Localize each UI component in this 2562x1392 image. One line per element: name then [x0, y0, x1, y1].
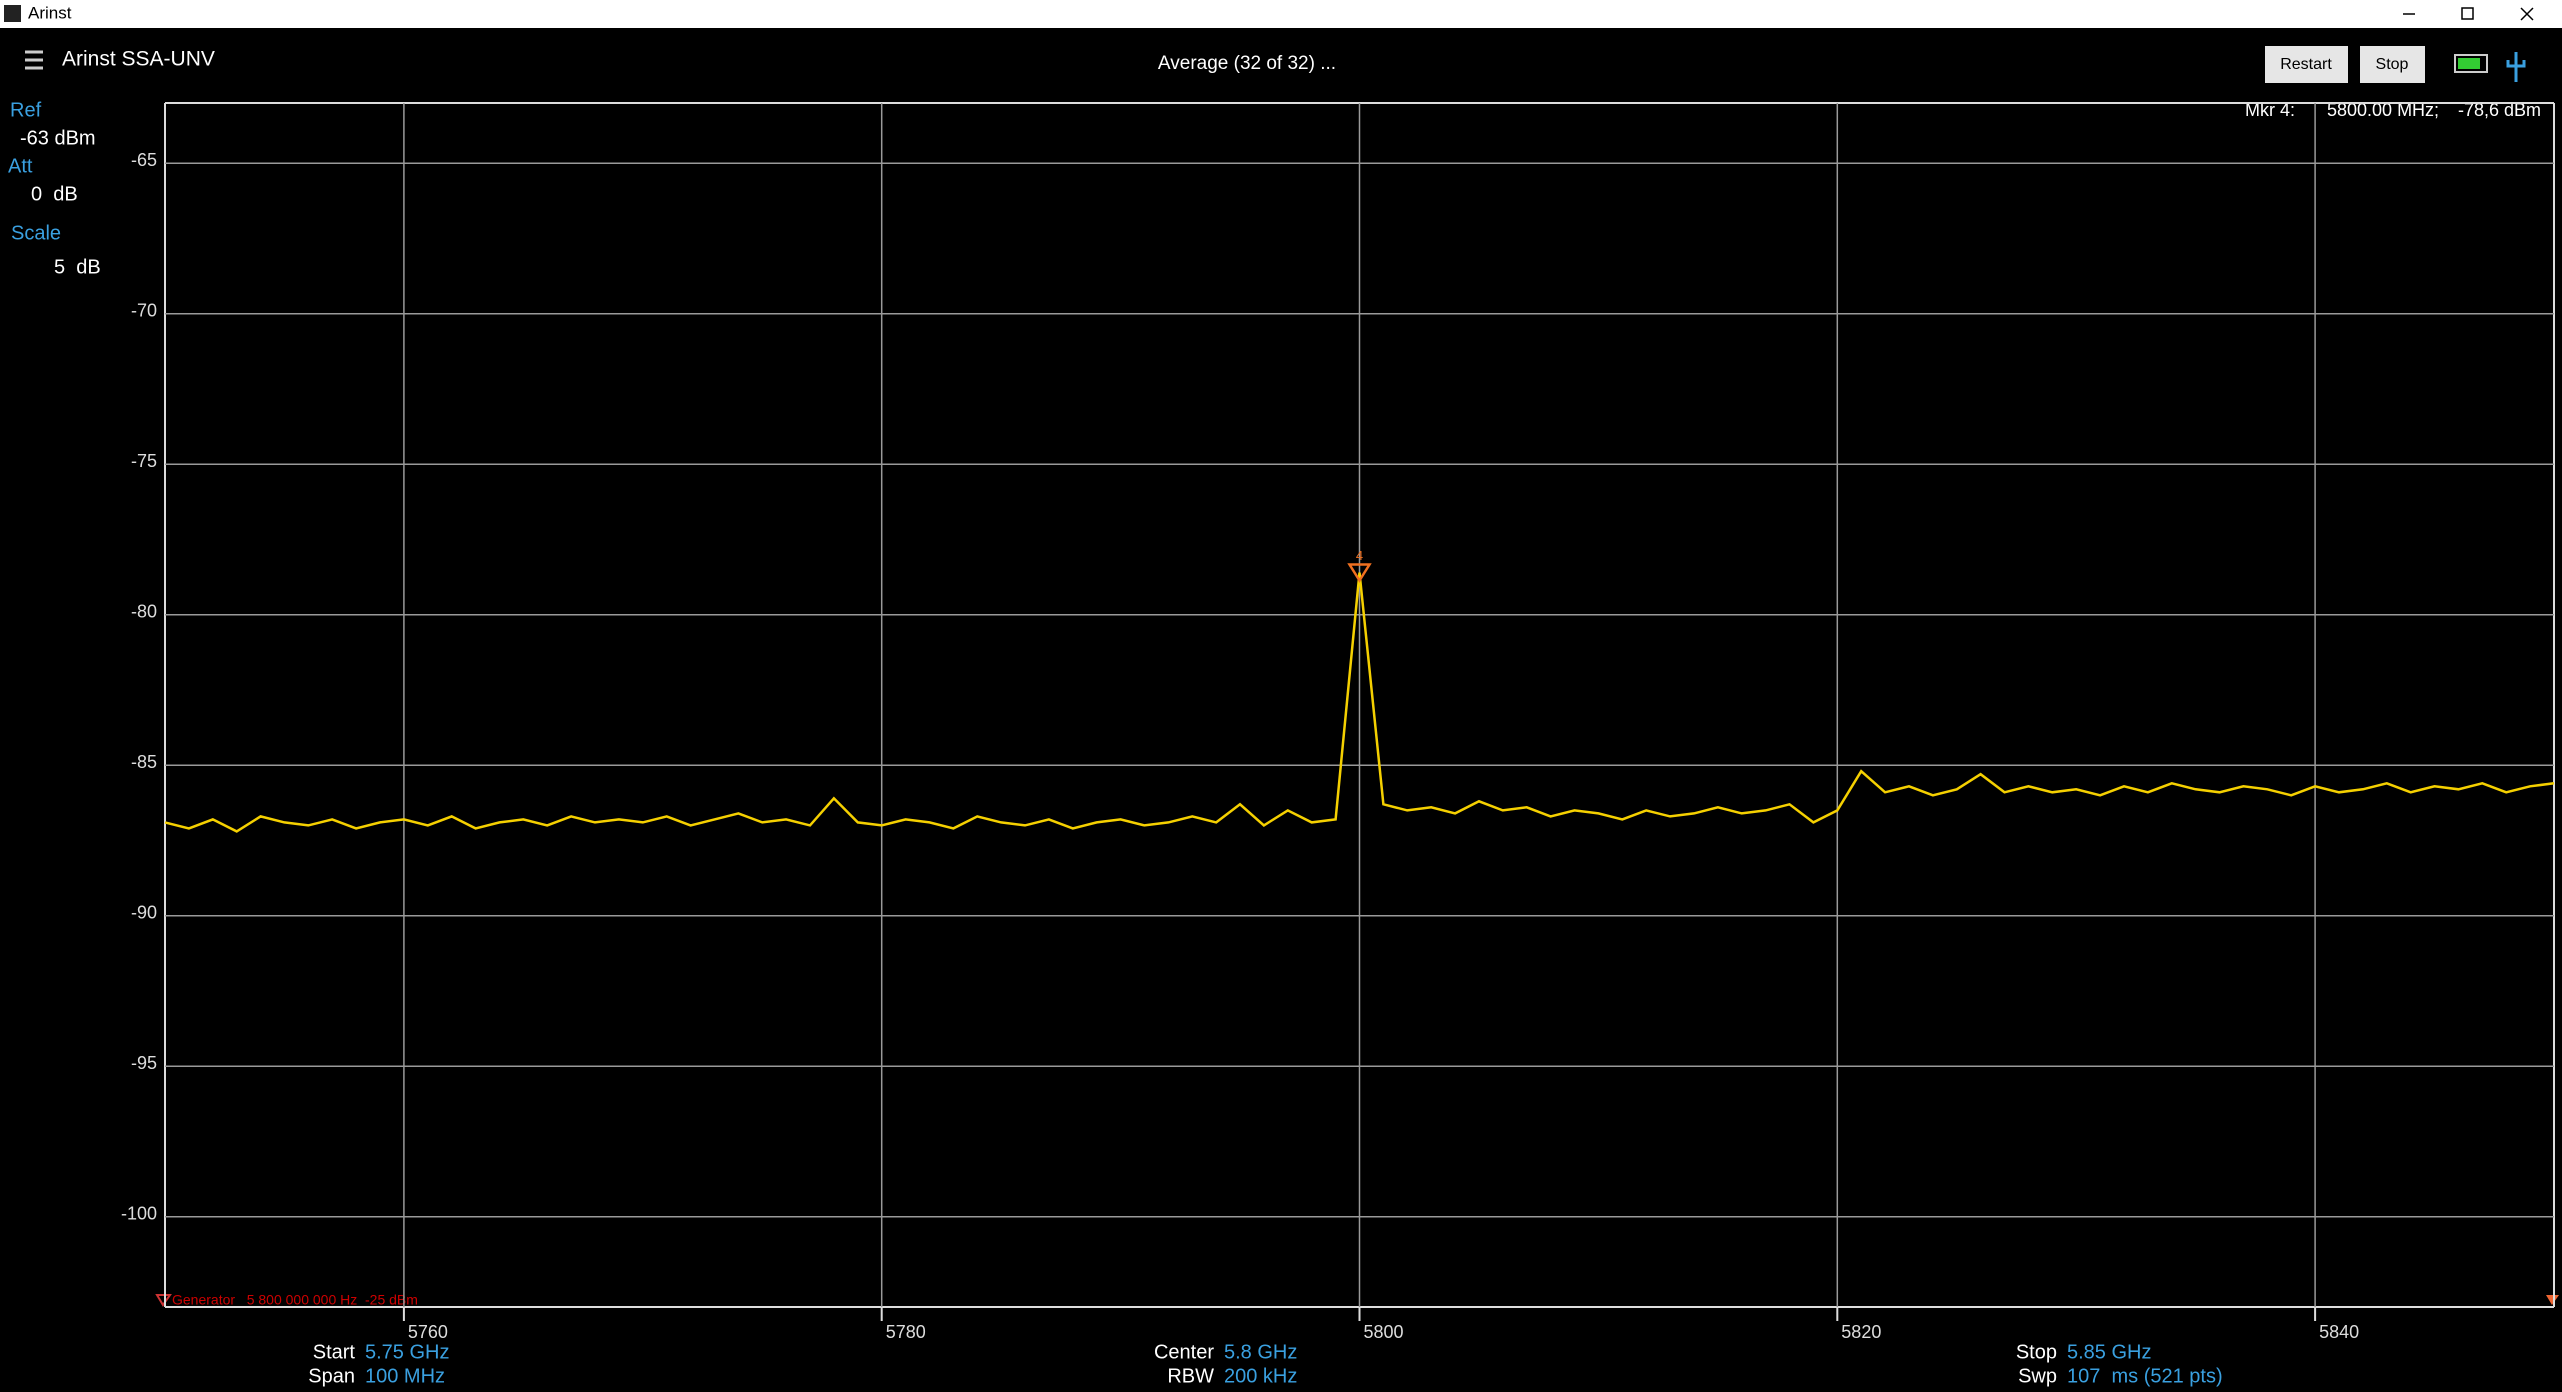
- marker-label: 4: [1356, 548, 1363, 563]
- restart-button[interactable]: [2265, 46, 2348, 83]
- att-label: Att: [8, 155, 33, 177]
- x-tick-label: 5800: [1364, 1322, 1404, 1342]
- y-tick-label: -95: [131, 1053, 157, 1073]
- footer-label: RBW: [1167, 1365, 1214, 1387]
- y-tick-label: -90: [131, 902, 157, 922]
- app-name: Arinst SSA-UNV: [62, 48, 215, 71]
- y-tick-label: -70: [131, 300, 157, 320]
- generator-marker-right: [2546, 1295, 2559, 1305]
- footer-value: 107 ms (521 pts): [2067, 1365, 2223, 1387]
- window-title: Arinst: [28, 3, 72, 22]
- footer-value: 5.75 GHz: [365, 1341, 449, 1363]
- footer-label: Start: [313, 1341, 356, 1363]
- battery-level: [2458, 58, 2480, 69]
- ref-value: -63 dBm: [20, 127, 96, 149]
- menu-button[interactable]: [25, 50, 43, 70]
- trace: [164, 572, 2555, 833]
- y-tick-label: -65: [131, 150, 157, 170]
- restart-button-label: Restart: [2280, 56, 2332, 73]
- marker: [1347, 563, 1372, 583]
- stop-button[interactable]: [2360, 46, 2425, 83]
- usb-icon: [2506, 52, 2526, 82]
- footer-label: Center: [1154, 1341, 1214, 1363]
- close-button[interactable]: [2520, 7, 2534, 21]
- battery-icon: [2454, 54, 2488, 73]
- title-bar: [0, 0, 2562, 28]
- marker-level: -78,6 dBm: [2458, 100, 2541, 120]
- footer-value: 5.85 GHz: [2067, 1341, 2151, 1363]
- x-tick-label: 5820: [1841, 1322, 1881, 1342]
- footer-label: Swp: [2018, 1365, 2057, 1387]
- x-tick-label: 5840: [2319, 1322, 2359, 1342]
- y-tick-label: -75: [131, 451, 157, 471]
- marker-name: Mkr 4:: [2245, 100, 2295, 120]
- scale-label: Scale: [11, 222, 61, 244]
- y-tick-label: -85: [131, 752, 157, 772]
- y-tick-label: -100: [121, 1203, 157, 1223]
- ref-label: Ref: [10, 99, 42, 121]
- stop-button-label: Stop: [2376, 56, 2409, 73]
- y-tick-label: -80: [131, 601, 157, 621]
- footer-label: Stop: [2016, 1341, 2057, 1363]
- marker-frequency: 5800.00 MHz;: [2327, 100, 2439, 120]
- generator-marker-left: [155, 1294, 172, 1307]
- footer-value: 5.8 GHz: [1224, 1341, 1297, 1363]
- footer-value: 200 kHz: [1224, 1365, 1297, 1387]
- footer-label: Span: [308, 1365, 355, 1387]
- att-value: 0 dB: [31, 183, 78, 205]
- x-tick-label: 5780: [886, 1322, 926, 1342]
- generator-info: Generator 5 800 000 000 Hz -25 dBm: [172, 1292, 418, 1308]
- app-icon: [4, 5, 21, 22]
- footer-value: 100 MHz: [365, 1365, 445, 1387]
- restore-button[interactable]: [2461, 7, 2474, 20]
- status: Average (32 of 32) ...: [1158, 53, 1336, 74]
- scale-value: 5 dB: [54, 256, 101, 278]
- x-tick-label: 5760: [408, 1322, 448, 1342]
